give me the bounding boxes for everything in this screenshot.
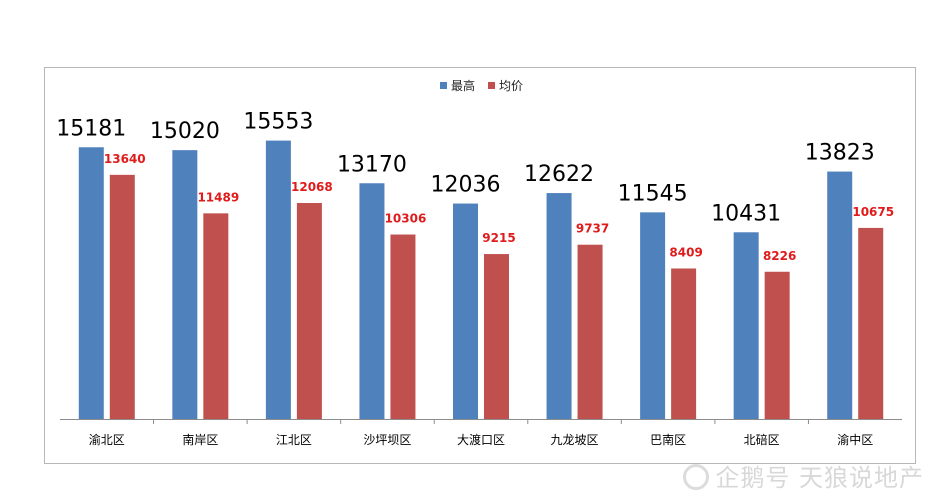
bar-avg-4 [484,254,509,419]
category-label-0: 渝北区 [89,432,125,447]
legend-label-0: 最高 [451,78,475,93]
bar-max-3 [359,183,385,419]
data-label-avg-6: 8409 [669,245,702,259]
data-label-avg-2: 12068 [291,180,333,194]
bar-avg-3 [390,234,416,419]
bar-avg-2 [296,202,322,419]
bar-avg-1 [203,213,229,419]
watermark: 企鹅号 天狼说地产 [683,458,924,493]
data-label-max-2: 15553 [243,110,313,135]
category-label-1: 南岸区 [182,432,218,447]
category-label-3: 沙坪坝区 [363,433,411,447]
bar-max-4 [453,203,478,419]
data-label-avg-3: 10306 [385,212,427,226]
category-label-4: 大渡口区 [457,432,505,447]
category-label-2: 江北区 [276,433,312,447]
data-label-avg-4: 9215 [482,231,515,245]
data-label-max-6: 11545 [618,181,688,206]
bar-max-1 [172,150,198,419]
penguin-logo-icon [683,464,710,490]
legend-swatch-0 [440,82,447,89]
bar-avg-0 [109,174,135,419]
data-label-max-5: 12622 [524,162,594,187]
category-label-5: 九龙坡区 [551,433,599,447]
category-label-7: 北碚区 [744,432,780,447]
bar-avg-8 [858,227,884,419]
data-label-max-0: 15181 [56,116,126,141]
category-label-6: 巴南区 [650,432,686,447]
bar-max-6 [640,212,666,419]
data-label-max-4: 12036 [431,173,501,198]
bar-max-0 [78,147,104,419]
data-label-max-8: 13823 [805,141,875,166]
data-label-max-1: 15020 [150,119,220,144]
bar-max-5 [546,193,572,419]
bar-max-7 [733,232,759,419]
legend-label-1: 均价 [499,79,523,93]
watermark-text: 企鹅号 天狼说地产 [715,464,924,492]
bar-max-2 [265,140,291,419]
data-label-avg-1: 11489 [197,190,239,204]
bar-avg-5 [577,244,603,419]
data-label-avg-8: 10675 [852,205,894,219]
bar-max-8 [827,171,853,419]
data-label-avg-5: 9737 [576,222,609,236]
bar-avg-7 [764,271,790,419]
data-label-max-3: 13170 [337,152,407,177]
legend-swatch-1 [488,82,495,89]
data-label-avg-7: 8226 [763,249,796,263]
data-label-max-7: 10431 [711,201,781,226]
data-label-avg-0: 13640 [104,152,146,166]
bar-avg-6 [671,268,697,419]
category-label-8: 渝中区 [837,432,873,447]
